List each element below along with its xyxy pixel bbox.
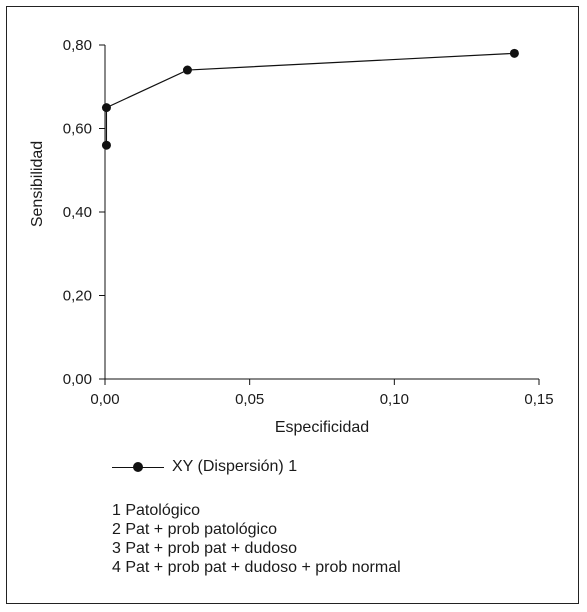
x-tick-label: 0,00 — [90, 391, 119, 408]
y-tick-label: 0,20 — [63, 288, 92, 305]
y-tick-label: 0,40 — [63, 204, 92, 221]
figure-frame — [6, 6, 579, 604]
data-point — [182, 65, 192, 75]
x-tick-label: 0,10 — [380, 391, 409, 408]
y-tick-label: 0,80 — [63, 37, 92, 54]
x-tick-label: 0,05 — [235, 391, 264, 408]
chart-axes: 0,00 0,20 0,40 0,60 0,80 0,00 0,05 0,10 0,15 — [63, 37, 554, 408]
legend: XY (Dispersión) 1 — [112, 458, 297, 476]
series-line — [105, 52, 515, 146]
legend-notes: 1 Patológico 2 Pat + prob patológico 3 P… — [112, 501, 401, 577]
data-point — [101, 103, 111, 113]
data-point — [101, 140, 111, 150]
note-line: 1 Patológico — [112, 502, 201, 519]
note-line: 4 Pat + prob pat + dudoso + prob normal — [112, 559, 401, 576]
data-point — [509, 48, 519, 58]
legend-marker-icon — [112, 460, 164, 474]
y-axis-title: Sensibilidad — [29, 141, 46, 227]
legend-label: XY (Dispersión) 1 — [172, 458, 298, 475]
x-axis-title: Especificidad — [275, 419, 369, 436]
legend-entry: XY (Dispersión) 1 — [112, 458, 297, 476]
x-tick-label: 0,15 — [524, 391, 553, 408]
y-tick-label: 0,60 — [63, 121, 92, 138]
note-line: 2 Pat + prob patológico — [112, 521, 278, 538]
chart-series — [101, 48, 519, 150]
note-line: 3 Pat + prob pat + dudoso — [112, 540, 298, 557]
y-tick-label: 0,00 — [63, 371, 92, 388]
